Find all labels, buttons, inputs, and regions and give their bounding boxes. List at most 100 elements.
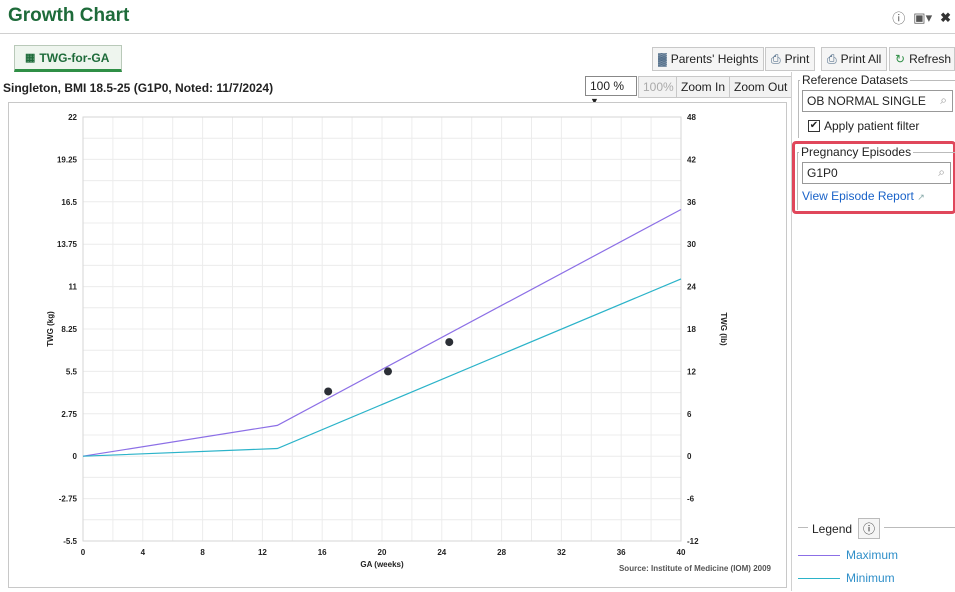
y-tick-label: 19.25 [57,155,78,164]
chart-source: Source: Institute of Medicine (IOM) 2009 [619,564,772,573]
search-icon[interactable]: ⌕ [938,165,945,179]
x-tick-label: 12 [258,548,267,557]
y-tick-label: 8.25 [61,325,77,334]
apply-filter-row[interactable]: ✔ Apply patient filter [808,119,919,133]
zoom-select-value: 100 % [590,79,625,93]
y-tick-label: 22 [68,113,77,122]
chart-frame: 0 4 8 12 16 20 24 28 32 36 40 -5.5 -2.75 0 2.75 5.5 8.25… [8,102,787,588]
parents-heights-label: Parents' Heights [670,52,759,66]
print-label: Print [784,52,810,66]
print-icon: ⎙ [771,51,781,66]
series-line-maximum [82,208,682,457]
zoom-in-button[interactable]: Zoom In [676,76,731,98]
parents-heights-button[interactable]: ▓ Parents' Heights [652,47,765,71]
x-tick-label: 0 [81,548,86,557]
data-point [383,367,392,376]
chevron-down-icon: ▼ [590,96,599,106]
y-tick-label: 2.75 [61,410,77,419]
y-tick-label: 0 [73,452,78,461]
legend-title: Legend [812,521,853,536]
y2-tick-label: 0 [687,452,692,461]
reference-dataset-value: OB NORMAL SINGLE [807,94,926,108]
y2-tick-label: 42 [687,155,696,164]
window-controls: ⓘ ▣▾ ✖ [892,8,951,27]
growth-chart-svg[interactable]: 0 4 8 12 16 20 24 28 32 36 40-5.5-2.7502.755.58.25… [9,103,788,589]
legend-label-maximum: Maximum [846,548,899,562]
y-tick-label: -2.75 [59,495,78,504]
y2-tick-label: 18 [687,325,696,334]
x-tick-label: 40 [677,548,686,557]
chart-save-icon: ▦ [25,52,36,64]
y2-tick-label: 48 [687,113,696,122]
chart-subtitle: Singleton, BMI 18.5-25 (G1P0, Noted: 11/… [3,81,274,95]
window-menu-icon[interactable]: ▣▾ [913,9,933,25]
y-tick-label: 5.5 [66,367,78,376]
episode-input[interactable]: G1P0 ⌕ [802,162,951,184]
tab-label: TWG-for-GA [39,50,110,65]
x-tick-label: 36 [617,548,626,557]
zoom-out-button[interactable]: Zoom Out [729,76,793,98]
episode-report-label: View Episode Report [802,189,914,203]
x-tick-label: 8 [200,548,205,557]
episode-report-link[interactable]: View Episode Report ↗ [802,189,925,203]
apply-filter-checkbox[interactable]: ✔ [808,120,820,132]
x-axis-label: GA (weeks) [360,560,404,569]
legend-swatch-minimum [798,577,840,579]
search-icon[interactable]: ⌕ [940,93,947,107]
y2-tick-label: 12 [687,367,696,376]
pregnancy-episodes-highlight: Pregnancy Episodes G1P0 ⌕ View Episode R… [792,141,955,214]
y2-tick-label: 30 [687,240,696,249]
right-panel: Reference Datasets OB NORMAL SINGLE ⌕ ✔ … [791,72,955,591]
close-icon[interactable]: ✖ [940,9,951,25]
reference-dataset-input[interactable]: OB NORMAL SINGLE ⌕ [802,90,953,112]
y-tick-label: -5.5 [63,537,77,546]
tab-bar: ▦ TWG-for-GA ▓ Parents' Heights ⎙ Print … [0,34,955,72]
episodes-title: Pregnancy Episodes [799,145,914,159]
zoom-select[interactable]: 100 % ▼ [585,76,637,106]
data-point [445,338,454,347]
zoom-reset-button[interactable]: 100% [638,76,679,98]
y-tick-label: 16.5 [61,198,77,207]
help-icon[interactable]: ⓘ [858,518,881,539]
x-tick-label: 28 [497,548,506,557]
plot-area [82,116,682,542]
print-button[interactable]: ⎙ Print [765,47,816,71]
y2-tick-label: -6 [687,495,695,504]
tab-twg-for-ga[interactable]: ▦ TWG-for-GA [14,45,122,72]
y-tick-label: 11 [69,283,78,292]
series-line-minimum [82,278,682,457]
x-tick-label: 4 [141,548,146,557]
print-all-label: Print All [840,52,882,66]
apply-filter-label: Apply patient filter [824,119,920,133]
y2-tick-label: 36 [687,198,696,207]
x-tick-label: 32 [557,548,566,557]
y2-axis-label: TWG (lb) [719,312,728,346]
refresh-label: Refresh [909,52,952,66]
title-bar: Growth Chart ⓘ ▣▾ ✖ [0,0,955,34]
print-all-button[interactable]: ⎙ Print All [821,47,888,71]
episode-value: G1P0 [807,166,838,180]
y2-tick-label: 6 [687,410,692,419]
y-axis-label: TWG (kg) [46,311,55,347]
refresh-icon: ↻ [895,52,906,66]
legend-item-maximum: Maximum [798,548,898,562]
help-icon[interactable]: ⓘ [892,11,906,26]
external-link-icon: ↗ [917,192,925,202]
legend: Legend ⓘ Maximum Minimum [792,515,955,591]
refresh-button[interactable]: ↻ Refresh [889,47,955,71]
reference-title: Reference Datasets [800,73,911,87]
legend-swatch-maximum [798,554,840,556]
legend-header: Legend ⓘ [808,518,885,539]
data-point [324,387,333,396]
x-tick-label: 16 [318,548,327,557]
y2-tick-label: 24 [687,283,696,292]
legend-item-minimum: Minimum [798,571,895,585]
legend-label-minimum: Minimum [846,571,895,585]
print-all-icon: ⎙ [827,51,837,66]
chart-header: Singleton, BMI 18.5-25 (G1P0, Noted: 11/… [0,72,793,106]
x-tick-label: 20 [378,548,387,557]
app-title: Growth Chart [8,5,130,26]
parents-heights-icon: ▓ [658,52,667,66]
y2-tick-label: -12 [687,537,699,546]
x-tick-label: 24 [437,548,446,557]
